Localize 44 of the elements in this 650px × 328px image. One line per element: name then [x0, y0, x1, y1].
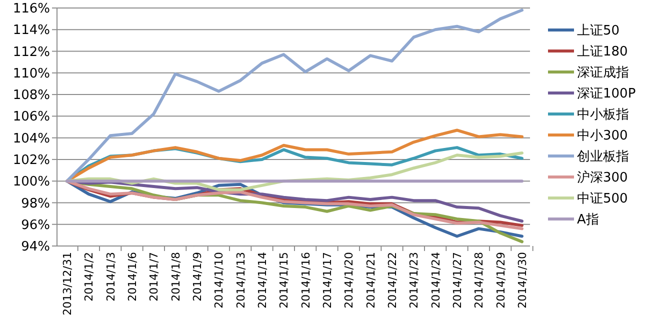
x-tick-label: 2014/1/7: [148, 252, 161, 302]
x-tick-label: 2014/1/8: [169, 252, 182, 302]
y-tick-label: 100%: [12, 174, 50, 190]
legend-label: 中证500: [577, 192, 628, 207]
x-tick-label: 2014/1/22: [386, 252, 399, 308]
y-tick-label: 94%: [21, 240, 50, 255]
y-tick-label: 114%: [12, 23, 50, 38]
legend-label: 创业板指: [577, 150, 629, 165]
x-tick-label: 2014/1/28: [472, 252, 486, 308]
x-tick-label: 2014/1/15: [278, 252, 291, 308]
x-tick-label: 2013/12/31: [61, 252, 74, 316]
x-tick-label: 2014/1/2: [82, 252, 96, 302]
y-tick-label: 98%: [21, 196, 50, 212]
y-tick-label: 116%: [12, 2, 50, 17]
x-tick-label: 2014/1/24: [429, 252, 442, 308]
x-tick-label: 2014/1/27: [451, 252, 464, 308]
y-tick-label: 110%: [12, 66, 50, 82]
y-tick-label: 108%: [12, 88, 50, 104]
x-tick-label: 2014/1/29: [494, 252, 508, 308]
x-tick-label: 2014/1/3: [104, 252, 118, 302]
legend-label: 沪深300: [577, 170, 628, 186]
y-tick-label: 106%: [12, 110, 50, 125]
x-tick-label: 2014/1/16: [299, 252, 312, 308]
legend-label: 深证成指: [577, 66, 629, 81]
x-tick-label: 2014/1/14: [256, 252, 269, 308]
legend-label: 中小300: [577, 128, 628, 144]
x-tick-label: 2014/1/21: [364, 252, 378, 308]
x-tick-label: 2014/1/17: [321, 252, 334, 308]
legend-label: A指: [577, 212, 599, 228]
y-tick-label: 96%: [21, 218, 50, 233]
legend-label: 中小板指: [577, 108, 629, 123]
legend-label: 上证50: [577, 24, 620, 39]
x-tick-label: 2014/1/23: [408, 252, 421, 308]
legend-label: 深证100P: [577, 86, 636, 102]
x-tick-label: 2014/1/30: [516, 252, 529, 308]
x-tick-label: 2014/1/13: [234, 252, 248, 308]
x-tick-label: 2014/1/6: [126, 252, 139, 302]
y-tick-label: 102%: [12, 153, 50, 168]
x-tick-label: 2014/1/9: [191, 252, 204, 302]
legend-label: 上证180: [577, 44, 628, 60]
y-tick-label: 112%: [12, 44, 50, 60]
y-tick-label: 104%: [12, 131, 50, 146]
x-tick-label: 2014/1/10: [212, 252, 226, 308]
x-tick-label: 2014/1/20: [342, 252, 356, 308]
